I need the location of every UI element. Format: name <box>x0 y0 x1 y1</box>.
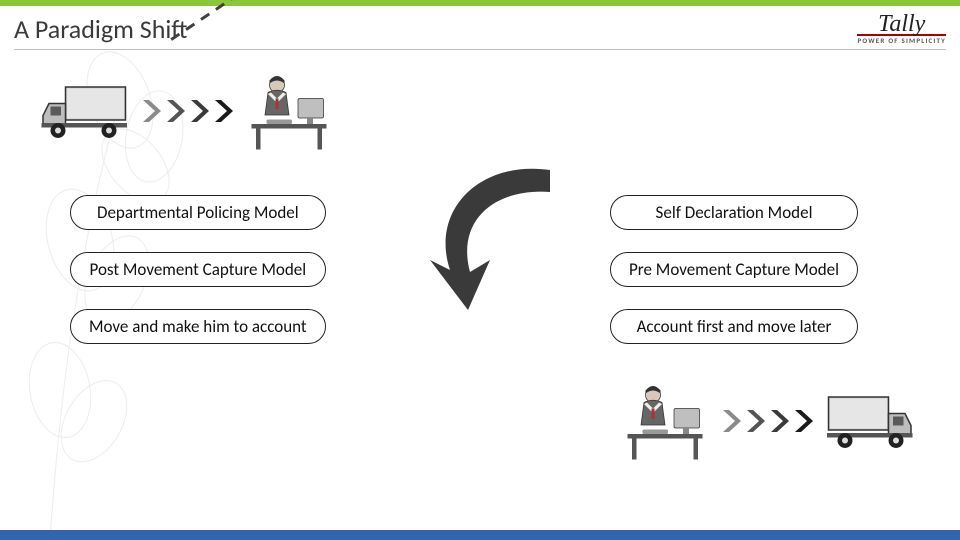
desk-worker-icon <box>620 380 710 463</box>
pill-right-2: Account first and move later <box>610 309 858 344</box>
desk-worker-icon <box>244 70 334 153</box>
chevron-icon <box>212 98 234 124</box>
chevron-row <box>720 408 814 434</box>
pill-right-0: Self Declaration Model <box>610 195 858 230</box>
chevron-row <box>140 98 234 124</box>
footer-bar <box>0 530 960 540</box>
chevron-icon <box>164 98 186 124</box>
pill-left-2: Move and make him to account <box>70 309 326 344</box>
brand-tagline: POWER OF SIMPLICITY <box>857 36 946 45</box>
scene-bottom <box>620 380 914 463</box>
truck-icon <box>824 391 914 451</box>
chevron-icon <box>720 408 742 434</box>
top-accent-bar <box>0 0 960 6</box>
left-pill-column: Departmental Policing Model Post Movemen… <box>70 195 326 344</box>
pill-left-0: Departmental Policing Model <box>70 195 326 230</box>
pill-right-1: Pre Movement Capture Model <box>610 252 858 287</box>
brand-block: Tally POWER OF SIMPLICITY <box>857 14 946 45</box>
brand-logo: Tally <box>857 14 946 36</box>
brand-name: Tally <box>878 11 925 37</box>
chevron-icon <box>768 408 790 434</box>
scene-top <box>40 70 334 153</box>
right-pill-column: Self Declaration Model Pre Movement Capt… <box>610 195 858 344</box>
curved-arrow-icon <box>420 160 580 310</box>
pill-left-1: Post Movement Capture Model <box>70 252 326 287</box>
chevron-icon <box>188 98 210 124</box>
chevron-icon <box>744 408 766 434</box>
chevron-icon <box>140 98 162 124</box>
chevron-icon <box>792 408 814 434</box>
truck-icon <box>40 81 130 141</box>
